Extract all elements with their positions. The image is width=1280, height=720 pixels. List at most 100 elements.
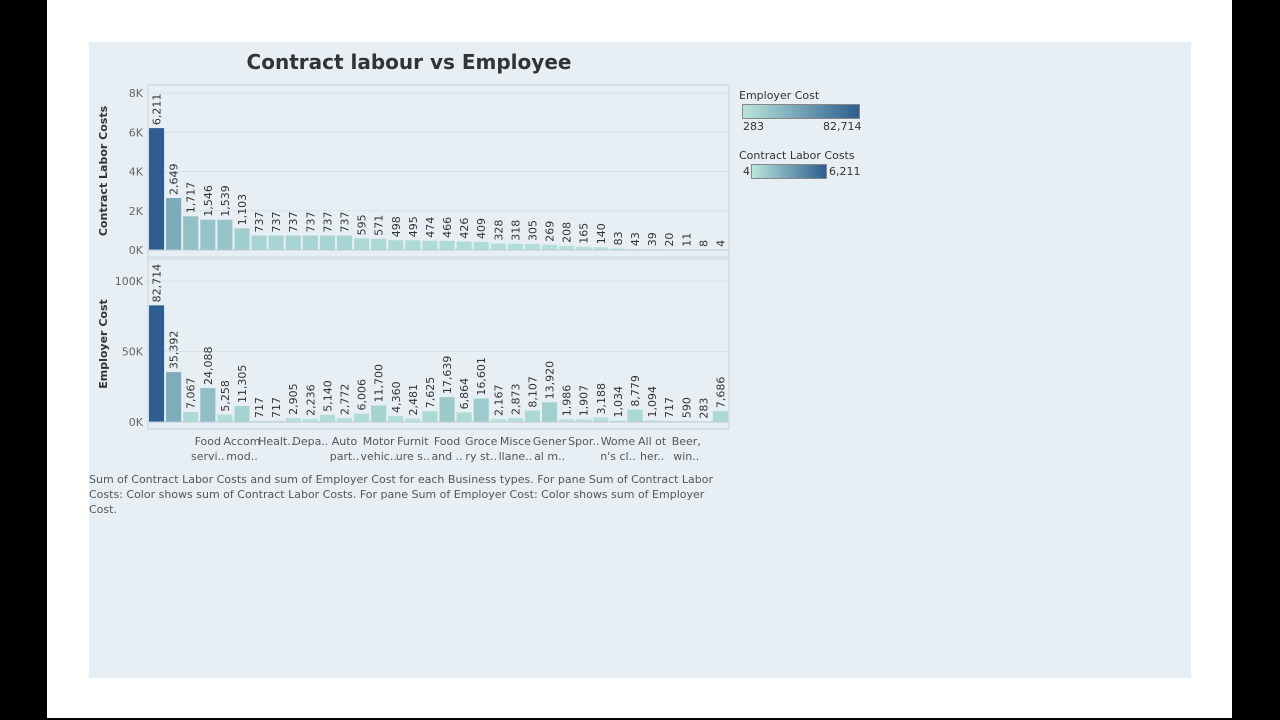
bar	[302, 418, 318, 422]
data-label: 2,236	[304, 384, 317, 416]
x-tick-label: Food	[434, 435, 460, 448]
data-label: 4	[714, 240, 727, 247]
data-label: 2,481	[407, 384, 420, 416]
x-tick-label: ry st..	[465, 450, 497, 463]
bar	[576, 246, 592, 250]
data-label: 737	[339, 212, 352, 233]
x-tick-label: servi..	[191, 450, 225, 463]
data-label: 11	[680, 233, 693, 247]
data-label: 43	[629, 232, 642, 246]
data-label: 13,920	[544, 361, 557, 400]
bar	[610, 248, 626, 250]
data-label: 20	[663, 233, 676, 247]
bar	[285, 417, 301, 422]
x-tick-label: Wome	[601, 435, 636, 448]
bar	[319, 235, 335, 250]
x-tick-label: Auto	[332, 435, 358, 448]
x-tick-label: Furnit	[397, 435, 429, 448]
data-label: 1,717	[185, 182, 198, 213]
y-tick-label: 6K	[129, 126, 144, 139]
bar	[524, 244, 541, 250]
y-tick-label: 4K	[129, 166, 144, 179]
color-ramp	[742, 104, 860, 119]
x-tick-label: ure s..	[396, 450, 430, 463]
bar	[251, 420, 267, 422]
bar	[234, 406, 250, 422]
data-label: 737	[253, 212, 266, 233]
bar	[319, 414, 335, 422]
bar	[234, 228, 250, 250]
bar	[200, 219, 216, 250]
data-label: 318	[509, 220, 522, 241]
data-label: 2,167	[492, 384, 505, 416]
data-label: 17,639	[441, 356, 454, 395]
data-label: 466	[441, 217, 454, 238]
y-tick-label: 8K	[129, 87, 144, 100]
y-axis-title: Contract Labor Costs	[97, 105, 110, 236]
data-label: 140	[595, 223, 608, 244]
legend-title: Employer Cost	[739, 89, 820, 102]
data-label: 495	[407, 216, 420, 237]
bar-chart: 0K 2K 4K 6K 8K Contract Labor Costs 6,211 2,649…	[89, 84, 730, 463]
bar	[524, 410, 541, 422]
bar	[542, 402, 558, 422]
bar	[388, 415, 404, 422]
bar	[336, 418, 353, 422]
chart-caption: Sum of Contract Labor Costs and sum of E…	[89, 473, 714, 516]
data-label: 737	[304, 212, 317, 233]
data-label: 426	[458, 218, 471, 239]
x-tick-label: Motor	[363, 435, 395, 448]
data-label: 35,392	[168, 331, 181, 370]
data-label: 39	[646, 232, 659, 246]
bar	[627, 409, 643, 422]
bar	[200, 388, 216, 422]
data-label: 737	[270, 212, 283, 233]
data-label: 5,258	[219, 380, 232, 412]
x-tick-label: llane..	[499, 450, 533, 463]
x-tick-label: All ot	[638, 435, 667, 448]
x-tick-label: part..	[330, 450, 360, 463]
data-label: 571	[373, 215, 386, 236]
bar	[302, 235, 318, 250]
bar	[593, 247, 609, 250]
bar	[576, 419, 592, 422]
data-label: 498	[390, 216, 403, 237]
data-label: 1,539	[219, 185, 232, 217]
bar	[268, 420, 284, 422]
x-tick-label: Groce	[465, 435, 498, 448]
y-tick-label: 50K	[122, 346, 144, 359]
bar	[371, 238, 387, 250]
legend-max-label: 82,714	[823, 120, 862, 133]
x-tick-label: Beer,	[672, 435, 701, 448]
data-label: 165	[578, 223, 591, 244]
x-tick-label: Accom	[224, 435, 261, 448]
bar	[371, 405, 387, 422]
data-label: 737	[287, 212, 300, 233]
bar	[354, 238, 370, 250]
data-label: 11,700	[373, 364, 386, 403]
bar	[422, 411, 438, 422]
bar	[507, 417, 523, 422]
color-ramp	[751, 164, 827, 179]
data-label: 737	[321, 212, 334, 233]
legend-min-label: 4	[743, 165, 750, 178]
data-label: 3,188	[595, 383, 608, 415]
data-label: 16,601	[475, 357, 488, 396]
bar	[712, 411, 728, 422]
bar	[388, 240, 404, 250]
data-label: 6,006	[356, 379, 369, 411]
data-label: 1,034	[612, 386, 625, 418]
bar	[439, 397, 455, 422]
bar	[610, 420, 626, 422]
y-tick-label: 0K	[129, 244, 144, 257]
data-label: 717	[270, 397, 283, 418]
y-axis-title: Employer Cost	[97, 299, 110, 389]
data-label: 1,094	[646, 386, 659, 418]
bar	[456, 412, 472, 422]
data-label: 590	[680, 397, 693, 418]
legend-max-label: 6,211	[829, 165, 861, 178]
bar	[183, 216, 199, 250]
x-tick-label: win..	[673, 450, 699, 463]
x-tick-label: Healt..	[258, 435, 294, 448]
bar	[559, 419, 575, 422]
